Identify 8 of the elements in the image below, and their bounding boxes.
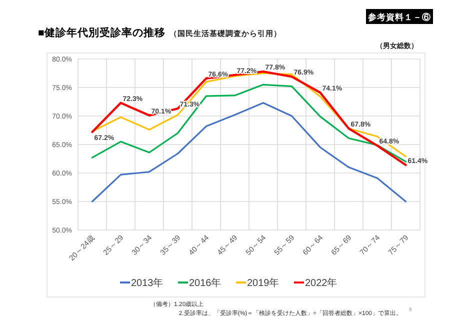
line-series bbox=[91, 84, 407, 162]
legend-label: 2019年 bbox=[247, 277, 280, 289]
legend-label: 2016年 bbox=[189, 277, 222, 289]
chart-title: ■健診年代別受診率の推移 bbox=[38, 26, 166, 39]
legend-label: 2022年 bbox=[305, 277, 338, 289]
text: 参考資料１－⑥ bbox=[367, 12, 431, 22]
line-series bbox=[91, 102, 407, 202]
legend-label: 2013年 bbox=[131, 277, 164, 289]
